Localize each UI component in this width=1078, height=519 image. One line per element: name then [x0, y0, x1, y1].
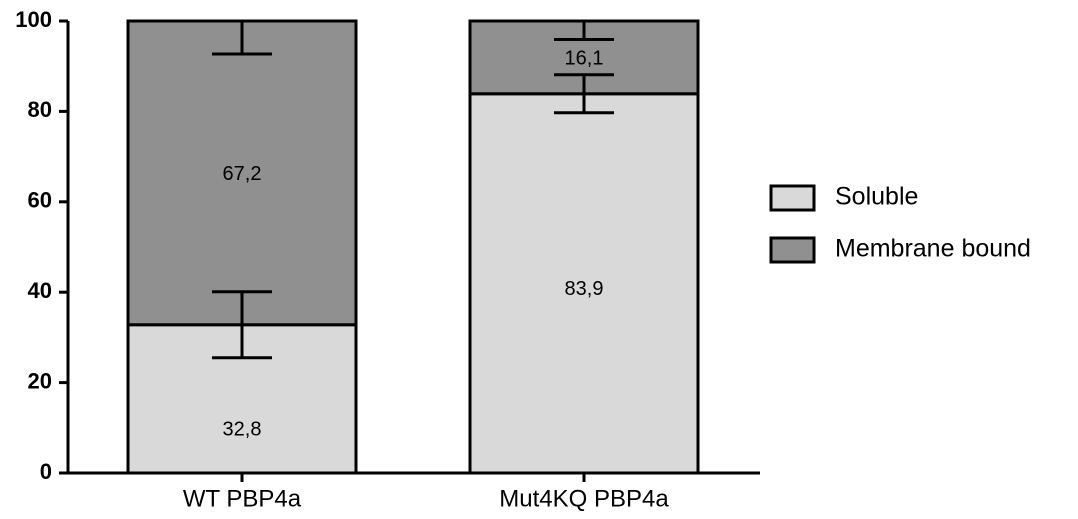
data-labels-layer: 32,8 67,2 83,9 16,1 [223, 48, 604, 441]
legend-label-soluble: Soluble [835, 183, 918, 211]
y-tick-label-40: 40 [28, 278, 52, 303]
data-label-1-membrane-bound: 67,2 [223, 163, 262, 185]
x-category-label-2: Mut4KQ PBP4a [499, 485, 669, 512]
legend-label-membrane-bound: Membrane bound [835, 235, 1031, 263]
data-label-2-soluble: 83,9 [565, 278, 604, 300]
y-tick-label-0: 0 [40, 459, 52, 484]
y-tick-label-60: 60 [28, 188, 52, 213]
x-category-label-1: WT PBP4a [183, 485, 302, 512]
y-tick-label-80: 80 [28, 97, 52, 122]
y-tick-label-100: 100 [15, 7, 52, 32]
data-label-2-membrane-bound: 16,1 [565, 48, 604, 70]
legend: Soluble Membrane bound [769, 183, 1031, 264]
axes-layer: 0 20 40 60 80 100 WT PBP4a Mut4KQ PBP4a [15, 7, 760, 512]
error-bars-layer [212, 21, 614, 360]
bar-1-membrane-bound [126, 19, 358, 327]
data-label-1-soluble: 32,8 [223, 418, 262, 440]
legend-swatch-membrane-bound [769, 236, 816, 264]
y-tick-label-20: 20 [28, 368, 52, 393]
bars-layer [126, 19, 700, 475]
legend-swatch-soluble [769, 184, 816, 212]
